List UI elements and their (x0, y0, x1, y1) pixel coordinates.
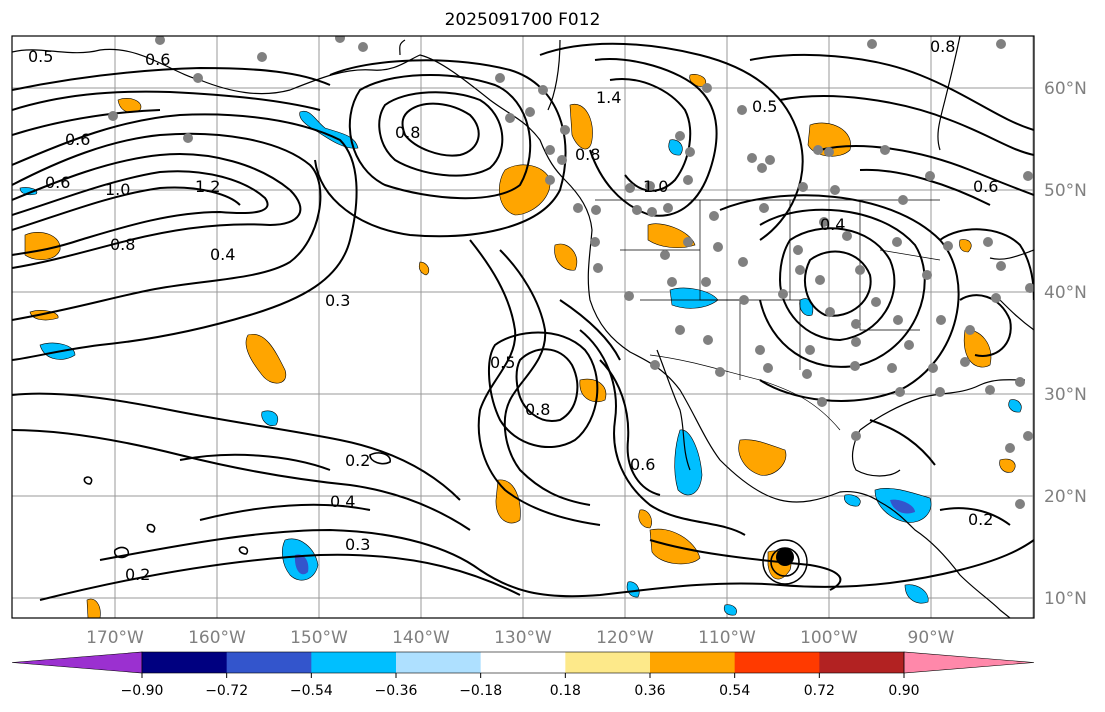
colorbar-segment (142, 652, 228, 673)
contour-label: 0.4 (210, 245, 235, 264)
x-tick-label: 100°W (800, 628, 858, 648)
y-tick-label: 20°N (1044, 487, 1087, 507)
x-tick-label: 150°W (290, 628, 348, 648)
y-tick-label: 10°N (1044, 589, 1087, 609)
contour-label: 0.6 (65, 130, 90, 149)
contour-label-layer: 0.5 0.6 0.6 0.6 1.0 1.2 0.8 0.4 0.3 1.4 … (28, 37, 998, 584)
colorbar-segment (396, 652, 482, 673)
contour-label: 0.8 (110, 235, 135, 254)
map-title: 2025091700 F012 (444, 10, 601, 30)
coastlines (12, 36, 1034, 618)
x-tick-label: 90°W (908, 628, 955, 648)
contour-label: 0.4 (330, 492, 355, 511)
contour-label: 0.2 (968, 510, 993, 529)
contour-label: 0.5 (752, 97, 777, 116)
colorbar-tick-label: −0.18 (459, 683, 502, 699)
x-tick-label: 110°W (698, 628, 756, 648)
contour-label: 0.2 (345, 451, 370, 470)
colorbar-tick-label: −0.36 (375, 683, 418, 699)
y-tick-label: 50°N (1044, 181, 1087, 201)
contour-label: 0.8 (930, 37, 955, 56)
colorbar-over-triangle (903, 651, 1035, 674)
colorbar-frame (141, 651, 905, 674)
colorbar-segment (565, 652, 651, 673)
colorbar-segment (226, 652, 312, 673)
contour-label: 0.6 (145, 50, 170, 69)
station-dots (108, 36, 1034, 509)
colorbar-segment (734, 652, 820, 673)
colorbar (11, 651, 1035, 674)
contour-label: 0.4 (820, 215, 845, 234)
contour-label: 0.3 (325, 291, 350, 310)
latitude-tick-labels: 60°N 50°N 40°N 30°N 20°N 10°N (1044, 79, 1087, 609)
x-tick-label: 160°W (188, 628, 246, 648)
x-tick-label: 170°W (86, 628, 144, 648)
strong-negative-anomaly-patches (294, 499, 915, 575)
colorbar-segment (480, 652, 566, 673)
y-tick-label: 40°N (1044, 283, 1087, 303)
contour-label: 1.0 (643, 177, 668, 196)
contour-label: 0.6 (973, 177, 998, 196)
colorbar-tick-label: 0.72 (804, 683, 835, 699)
positive-anomaly-patches (24, 74, 1016, 618)
contour-label: 0.8 (525, 400, 550, 419)
colorbar-segment (650, 652, 736, 673)
x-tick-label: 130°W (494, 628, 552, 648)
gridlines (12, 36, 1034, 618)
map-frame (11, 35, 1035, 619)
contour-lines (12, 42, 1034, 601)
negative-anomaly-patches (19, 110, 1022, 616)
colorbar-tick-label: 0.18 (550, 683, 581, 699)
contour-label: 0.6 (630, 455, 655, 474)
political-borders (595, 199, 941, 431)
contour-label: 0.8 (575, 145, 600, 164)
x-tick-label: 120°W (596, 628, 654, 648)
y-tick-label: 30°N (1044, 385, 1087, 405)
contour-label: 1.0 (105, 180, 130, 199)
small-contour-loops (83, 452, 391, 559)
colorbar-tick-label: −0.72 (205, 683, 248, 699)
colorbar-tick-label: 0.90 (888, 683, 919, 699)
x-tick-label: 140°W (392, 628, 450, 648)
contour-label: 0.8 (395, 123, 420, 142)
contour-label: 0.5 (490, 353, 515, 372)
contour-label: 0.2 (125, 565, 150, 584)
hurricane-marker (762, 539, 808, 585)
contour-label: 0.5 (28, 47, 53, 66)
colorbar-tick-label: 0.36 (634, 683, 665, 699)
contour-label: 1.4 (596, 88, 621, 107)
colorbar-segment (311, 652, 397, 673)
colorbar-tick-label: −0.54 (290, 683, 333, 699)
colorbar-under-triangle (11, 651, 143, 674)
contour-label: 1.2 (195, 177, 220, 196)
colorbar-tick-labels: −0.90 −0.72 −0.54 −0.36 −0.18 0.18 0.36 0.54 0.7… (121, 673, 920, 699)
longitude-tick-labels: 170°W 160°W 150°W 140°W 130°W 120°W 110°… (86, 628, 955, 648)
contour-label: 0.6 (45, 173, 70, 192)
colorbar-tick-label: 0.54 (719, 683, 750, 699)
y-tick-label: 60°N (1044, 79, 1087, 99)
contour-label: 0.3 (345, 535, 370, 554)
colorbar-segment (819, 652, 905, 673)
colorbar-tick-label: −0.90 (121, 683, 164, 699)
